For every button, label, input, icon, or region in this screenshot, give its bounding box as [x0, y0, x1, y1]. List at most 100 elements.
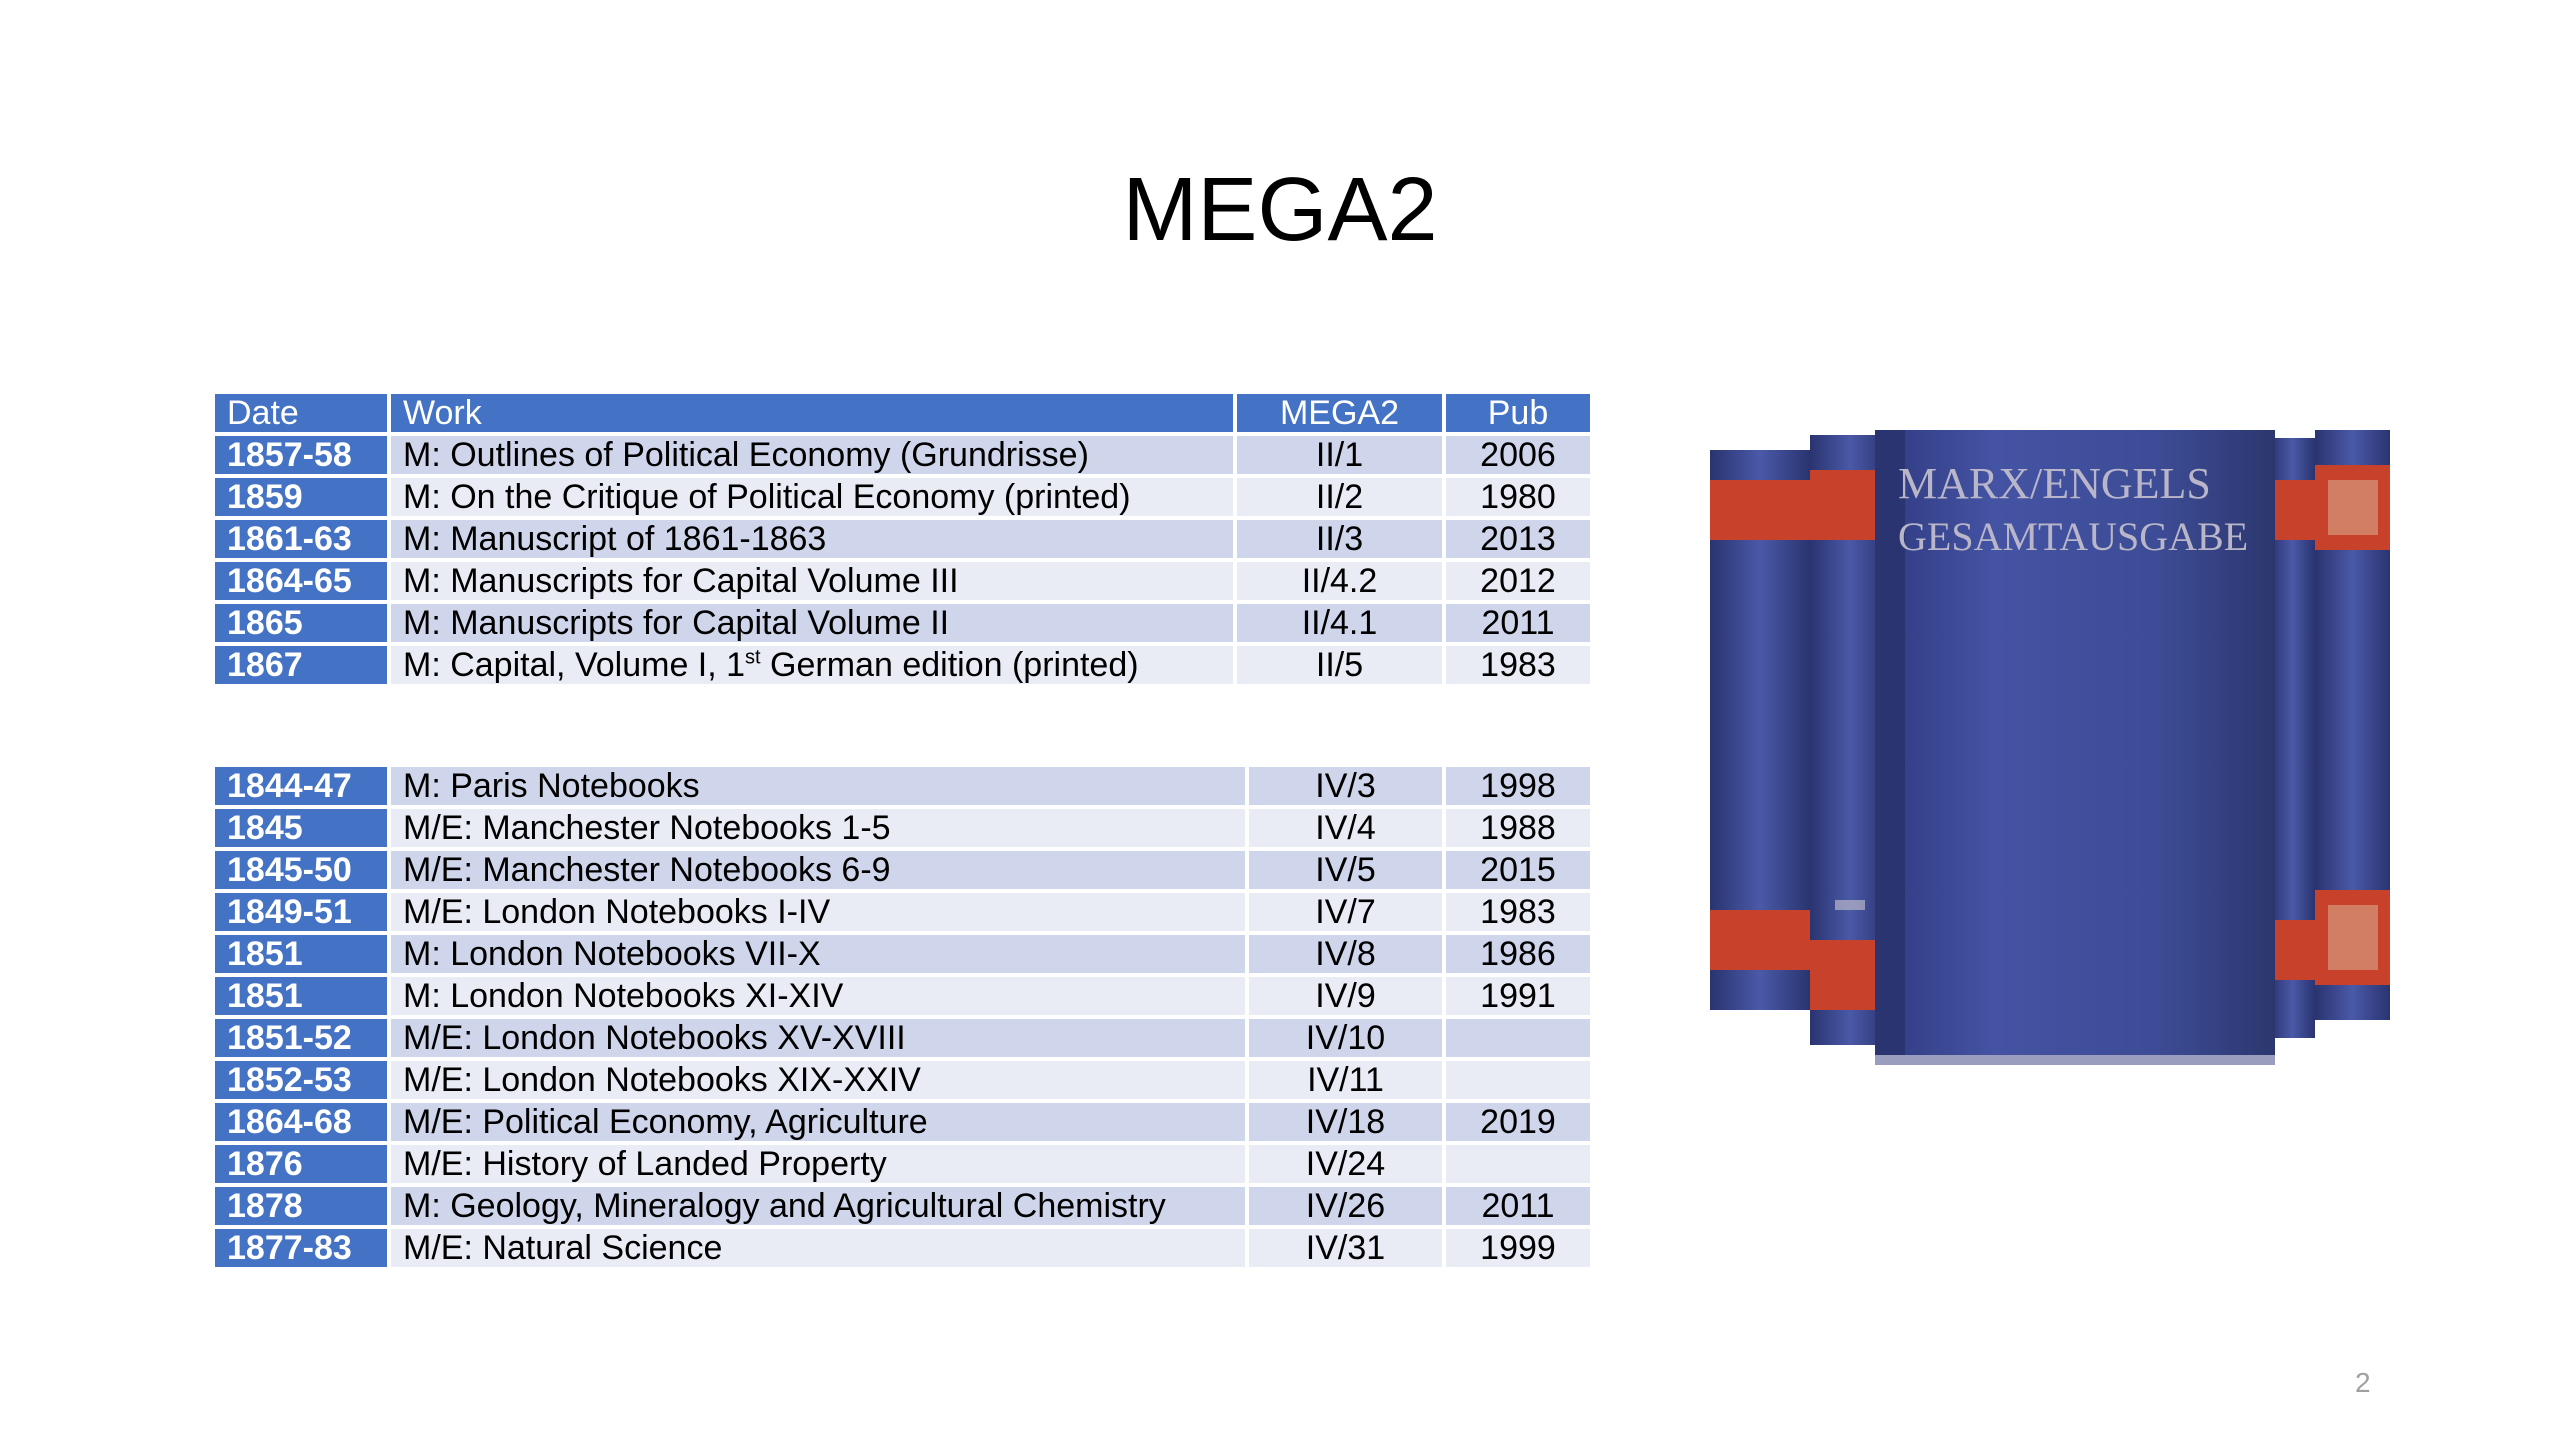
- table-row: 1867 M: Capital, Volume I, 1st German ed…: [215, 646, 1590, 684]
- row-date: 1845-50: [215, 851, 387, 889]
- row-work: M: London Notebooks VII-X: [391, 935, 1245, 973]
- row-pub: 2012: [1446, 562, 1590, 600]
- row-work: M/E: Natural Science: [391, 1229, 1245, 1267]
- row-work: M: Outlines of Political Economy (Grundr…: [391, 436, 1233, 474]
- row-date: 1849-51: [215, 893, 387, 931]
- row-pub: 2011: [1446, 604, 1590, 642]
- book-spine-right: [2270, 430, 2390, 1038]
- row-date: 1851: [215, 935, 387, 973]
- table-row: 1844-47 M: Paris Notebooks IV/3 1998: [215, 767, 1590, 805]
- header-work: Work: [391, 394, 1233, 432]
- row-pub: 2013: [1446, 520, 1590, 558]
- row-mega2: IV/11: [1249, 1061, 1442, 1099]
- table-row: 1865 M: Manuscripts for Capital Volume I…: [215, 604, 1590, 642]
- row-work: M: Geology, Mineralogy and Agricultural …: [391, 1187, 1245, 1225]
- row-work: M/E: Manchester Notebooks 1-5: [391, 809, 1245, 847]
- table-row: 1852-53 M/E: London Notebooks XIX-XXIV IV/…: [215, 1061, 1590, 1099]
- row-mega2: IV/31: [1249, 1229, 1442, 1267]
- row-date: 1844-47: [215, 767, 387, 805]
- row-date: 1864-68: [215, 1103, 387, 1141]
- table-row: 1845 M/E: Manchester Notebooks 1-5 IV/4 198…: [215, 809, 1590, 847]
- row-work: M: Manuscript of 1861-1863: [391, 520, 1233, 558]
- row-date: 1857-58: [215, 436, 387, 474]
- row-mega2: IV/4: [1249, 809, 1442, 847]
- row-date: 1865: [215, 604, 387, 642]
- table-row: 1861-63 M: Manuscript of 1861-1863 II/3 …: [215, 520, 1590, 558]
- row-date: 1877-83: [215, 1229, 387, 1267]
- row-pub: 2019: [1446, 1103, 1590, 1141]
- row-pub: 1991: [1446, 977, 1590, 1015]
- row-mega2: IV/18: [1249, 1103, 1442, 1141]
- table-row: 1859 M: On the Critique of Political Eco…: [215, 478, 1590, 516]
- table-row: 1851-52 M/E: London Notebooks XV-XVIII IV/…: [215, 1019, 1590, 1057]
- row-mega2: II/5: [1237, 646, 1442, 684]
- row-mega2: IV/9: [1249, 977, 1442, 1015]
- row-work: M: Capital, Volume I, 1st German edition…: [391, 646, 1233, 684]
- row-pub: 1983: [1446, 646, 1590, 684]
- row-mega2: IV/26: [1249, 1187, 1442, 1225]
- row-work: M: On the Critique of Political Economy …: [391, 478, 1233, 516]
- row-work: M/E: London Notebooks XIX-XXIV: [391, 1061, 1245, 1099]
- header-date: Date: [215, 394, 387, 432]
- header-mega2: MEGA2: [1237, 394, 1442, 432]
- row-work: M: Manuscripts for Capital Volume II: [391, 604, 1233, 642]
- row-mega2: IV/24: [1249, 1145, 1442, 1183]
- row-work: M: London Notebooks XI-XIV: [391, 977, 1245, 1015]
- table-row: 1876 M/E: History of Landed Property IV/24: [215, 1145, 1590, 1183]
- table-row: 1849-51 M/E: London Notebooks I-IV IV/7 198…: [215, 893, 1590, 931]
- book-spine-left: [1710, 450, 1810, 1010]
- row-pub: [1446, 1061, 1590, 1099]
- row-work: M: Paris Notebooks: [391, 767, 1245, 805]
- row-date: 1876: [215, 1145, 387, 1183]
- row-work: M/E: London Notebooks XV-XVIII: [391, 1019, 1245, 1057]
- table-row: 1864-68 M/E: Political Economy, Agricultu…: [215, 1103, 1590, 1141]
- table-row: 1864-65 M: Manuscripts for Capital Volum…: [215, 562, 1590, 600]
- row-mega2: IV/7: [1249, 893, 1442, 931]
- slide-title: MEGA2: [1122, 160, 1438, 260]
- row-pub: 2011: [1446, 1187, 1590, 1225]
- row-date: 1861-63: [215, 520, 387, 558]
- row-mega2: II/3: [1237, 520, 1442, 558]
- row-pub: 2015: [1446, 851, 1590, 889]
- row-pub: 1988: [1446, 809, 1590, 847]
- row-date: 1852-53: [215, 1061, 387, 1099]
- row-mega2: IV/10: [1249, 1019, 1442, 1057]
- row-date: 1878: [215, 1187, 387, 1225]
- row-pub: [1446, 1019, 1590, 1057]
- row-mega2: II/1: [1237, 436, 1442, 474]
- row-work: M/E: Manchester Notebooks 6-9: [391, 851, 1245, 889]
- mega-table-part-two: Date Work MEGA2 Pub 1857-58 M: Outlines …: [211, 390, 1594, 688]
- row-date: 1851-52: [215, 1019, 387, 1057]
- row-pub: 1999: [1446, 1229, 1590, 1267]
- row-mega2: II/2: [1237, 478, 1442, 516]
- table-row: 1878 M: Geology, Mineralogy and Agricultu…: [215, 1187, 1590, 1225]
- cover-lettering-line1: MARX/ENGELS: [1898, 459, 2211, 508]
- row-work-superscript: st: [745, 646, 761, 669]
- row-work: M/E: History of Landed Property: [391, 1145, 1245, 1183]
- page-number: 2: [2355, 1367, 2371, 1398]
- row-date: 1867: [215, 646, 387, 684]
- mega-books-image: MARX/ENGELS GESAMTAUSGABE: [1710, 430, 2390, 1065]
- row-pub: 1986: [1446, 935, 1590, 973]
- row-date: 1864-65: [215, 562, 387, 600]
- row-work-text: M: Capital, Volume I, 1: [403, 646, 746, 684]
- row-work: M/E: Political Economy, Agriculture: [391, 1103, 1245, 1141]
- row-work: M/E: London Notebooks I-IV: [391, 893, 1245, 931]
- row-date: 1851: [215, 977, 387, 1015]
- row-pub: 1998: [1446, 767, 1590, 805]
- row-mega2: II/4.1: [1237, 604, 1442, 642]
- book-front-cover: MARX/ENGELS GESAMTAUSGABE: [1875, 430, 2275, 1065]
- row-mega2: IV/5: [1249, 851, 1442, 889]
- table-header-row: Date Work MEGA2 Pub: [215, 394, 1590, 432]
- header-pub: Pub: [1446, 394, 1590, 432]
- table-row: 1845-50 M/E: Manchester Notebooks 6-9 IV/5…: [215, 851, 1590, 889]
- row-mega2: II/4.2: [1237, 562, 1442, 600]
- cover-lettering-line2: GESAMTAUSGABE: [1898, 514, 2248, 559]
- row-pub: 1983: [1446, 893, 1590, 931]
- table-row: 1857-58 M: Outlines of Political Economy…: [215, 436, 1590, 474]
- table-row: 1851 M: London Notebooks VII-X IV/8 1986: [215, 935, 1590, 973]
- table-row: 1877-83 M/E: Natural Science IV/31 1999: [215, 1229, 1590, 1267]
- row-mega2: IV/3: [1249, 767, 1442, 805]
- row-work-text-continued: German edition (printed): [760, 646, 1139, 684]
